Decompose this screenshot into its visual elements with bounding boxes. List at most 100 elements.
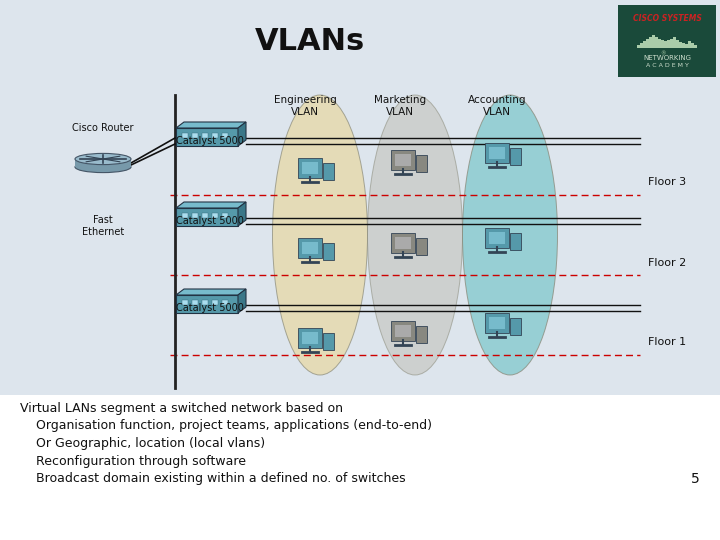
Bar: [640, 43, 643, 48]
Bar: [395, 237, 411, 249]
FancyBboxPatch shape: [485, 313, 509, 333]
Bar: [192, 213, 198, 218]
Bar: [302, 162, 318, 174]
Bar: [489, 147, 505, 159]
Bar: [688, 41, 690, 48]
Text: 5: 5: [691, 472, 700, 486]
Bar: [395, 154, 411, 166]
Bar: [202, 133, 208, 138]
Bar: [302, 332, 318, 344]
FancyBboxPatch shape: [391, 150, 415, 170]
Bar: [637, 45, 639, 48]
Bar: [661, 40, 664, 48]
FancyBboxPatch shape: [323, 242, 333, 260]
Text: Catalyst 5000: Catalyst 5000: [176, 303, 244, 313]
FancyBboxPatch shape: [176, 128, 238, 146]
Text: Floor 2: Floor 2: [648, 258, 686, 268]
Bar: [182, 213, 188, 218]
Bar: [618, 5, 716, 77]
Text: Floor 1: Floor 1: [648, 337, 686, 347]
Bar: [212, 213, 218, 218]
Text: NETWORKING: NETWORKING: [643, 55, 691, 61]
Polygon shape: [238, 122, 246, 146]
Text: VLANs: VLANs: [255, 28, 365, 57]
Text: ®: ®: [660, 51, 665, 56]
Bar: [212, 133, 218, 138]
Bar: [222, 213, 228, 218]
Bar: [643, 41, 646, 48]
Bar: [222, 133, 228, 138]
FancyBboxPatch shape: [176, 295, 238, 313]
Text: Or Geographic, location (local vlans): Or Geographic, location (local vlans): [20, 437, 265, 450]
Bar: [192, 300, 198, 305]
Bar: [212, 300, 218, 305]
FancyBboxPatch shape: [510, 233, 521, 249]
Text: A C A D E M Y: A C A D E M Y: [646, 63, 688, 68]
Ellipse shape: [75, 153, 131, 165]
Bar: [192, 133, 198, 138]
FancyBboxPatch shape: [415, 154, 426, 172]
Bar: [676, 40, 679, 48]
Text: Marketing
VLAN: Marketing VLAN: [374, 95, 426, 117]
FancyBboxPatch shape: [485, 228, 509, 248]
Bar: [685, 44, 688, 48]
Bar: [489, 317, 505, 329]
Bar: [682, 43, 685, 48]
Bar: [302, 242, 318, 254]
Polygon shape: [176, 202, 246, 208]
Polygon shape: [238, 289, 246, 313]
Bar: [658, 39, 661, 48]
Polygon shape: [238, 202, 246, 226]
Bar: [667, 40, 670, 48]
Bar: [202, 213, 208, 218]
Bar: [652, 35, 654, 48]
Text: Fast
Ethernet: Fast Ethernet: [82, 215, 124, 237]
Ellipse shape: [75, 161, 131, 173]
Text: Engineering
VLAN: Engineering VLAN: [274, 95, 336, 117]
FancyBboxPatch shape: [298, 158, 322, 178]
Text: Accounting
VLAN: Accounting VLAN: [468, 95, 526, 117]
Bar: [222, 300, 228, 305]
Text: Catalyst 5000: Catalyst 5000: [176, 216, 244, 226]
Bar: [664, 41, 667, 48]
Text: Organisation function, project teams, applications (end-to-end): Organisation function, project teams, ap…: [20, 420, 432, 433]
Ellipse shape: [272, 95, 367, 375]
Bar: [489, 232, 505, 244]
Polygon shape: [176, 289, 246, 295]
Bar: [202, 300, 208, 305]
Bar: [0, 395, 720, 540]
FancyBboxPatch shape: [323, 333, 333, 349]
Bar: [673, 37, 675, 48]
FancyBboxPatch shape: [415, 238, 426, 254]
Bar: [182, 133, 188, 138]
Bar: [655, 37, 657, 48]
FancyBboxPatch shape: [298, 328, 322, 348]
Bar: [182, 300, 188, 305]
FancyBboxPatch shape: [510, 147, 521, 165]
Bar: [649, 37, 652, 48]
Bar: [75, 159, 131, 167]
Ellipse shape: [462, 95, 557, 375]
FancyBboxPatch shape: [298, 238, 322, 258]
Bar: [395, 325, 411, 337]
Bar: [691, 43, 693, 48]
FancyBboxPatch shape: [323, 163, 333, 179]
Bar: [646, 39, 649, 48]
Text: Floor 3: Floor 3: [648, 177, 686, 187]
FancyBboxPatch shape: [391, 321, 415, 341]
Bar: [679, 42, 682, 48]
Polygon shape: [176, 122, 246, 128]
Bar: [670, 39, 672, 48]
FancyBboxPatch shape: [415, 326, 426, 342]
FancyBboxPatch shape: [510, 318, 521, 334]
Text: CISCO SYSTEMS: CISCO SYSTEMS: [633, 14, 701, 23]
FancyBboxPatch shape: [391, 233, 415, 253]
Bar: [694, 45, 697, 48]
Text: Broadcast domain existing within a defined no. of switches: Broadcast domain existing within a defin…: [20, 472, 405, 485]
FancyBboxPatch shape: [176, 208, 238, 226]
Text: Catalyst 5000: Catalyst 5000: [176, 136, 244, 146]
FancyBboxPatch shape: [485, 143, 509, 163]
Text: Cisco Router: Cisco Router: [72, 123, 134, 133]
Text: Reconfiguration through software: Reconfiguration through software: [20, 455, 246, 468]
Ellipse shape: [367, 95, 462, 375]
